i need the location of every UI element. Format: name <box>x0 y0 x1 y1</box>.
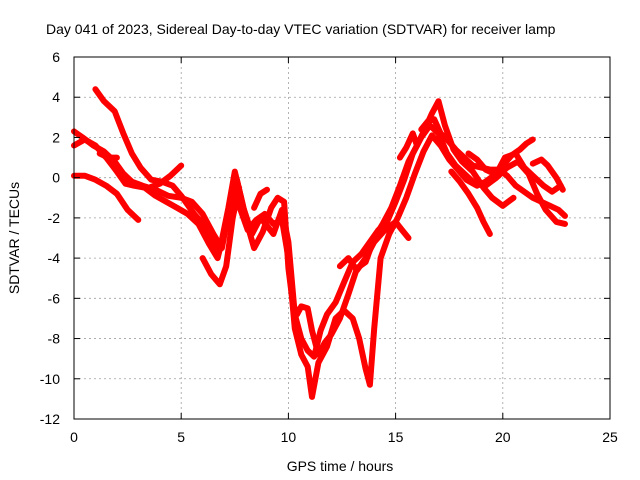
series-track-2 <box>71 122 568 360</box>
x-tick-label: 10 <box>281 429 297 445</box>
series-track-7 <box>199 184 243 288</box>
y-tick-label: -2 <box>48 210 61 226</box>
grid <box>74 57 610 419</box>
x-tick-label: 25 <box>602 429 618 445</box>
series-track-10 <box>396 130 420 161</box>
y-tick-label: 0 <box>52 170 60 186</box>
plot-frame <box>73 56 611 420</box>
series-track-1 <box>92 86 517 358</box>
y-tick-label: -12 <box>40 411 60 427</box>
series-track-12 <box>448 168 493 237</box>
y-axis-title: SDTVAR / TECUs <box>6 182 22 294</box>
series-track-4 <box>71 172 142 223</box>
x-axis-title: GPS time / hours <box>287 458 394 474</box>
y-tick-label: -8 <box>48 331 61 347</box>
series-track-6 <box>146 162 185 191</box>
y-tick-label: 4 <box>52 89 60 105</box>
x-tick-label: 5 <box>177 429 185 445</box>
series-track-3 <box>71 132 564 400</box>
series-track-13 <box>465 136 536 177</box>
x-tick-label: 15 <box>388 429 404 445</box>
series-layer <box>71 86 568 400</box>
y-tick-label: -4 <box>48 250 61 266</box>
chart-title: Day 041 of 2023, Sidereal Day-to-day VTE… <box>46 21 556 37</box>
series-track-9 <box>336 218 412 274</box>
y-tick-label: 6 <box>52 49 60 65</box>
y-tick-label: -6 <box>48 290 61 306</box>
x-tick-label: 20 <box>495 429 511 445</box>
y-tick-label: 2 <box>52 129 60 145</box>
tick-labels: 0 5 10 15 20 25 -12 -10 -8 -6 -4 -2 0 2 4 6 <box>40 49 618 445</box>
x-tick-label: 0 <box>70 429 78 445</box>
series-track-14 <box>529 156 566 193</box>
series-track-8 <box>251 186 270 211</box>
y-tick-label: -10 <box>40 371 60 387</box>
ticks <box>73 56 611 420</box>
series-track-5 <box>96 150 120 161</box>
